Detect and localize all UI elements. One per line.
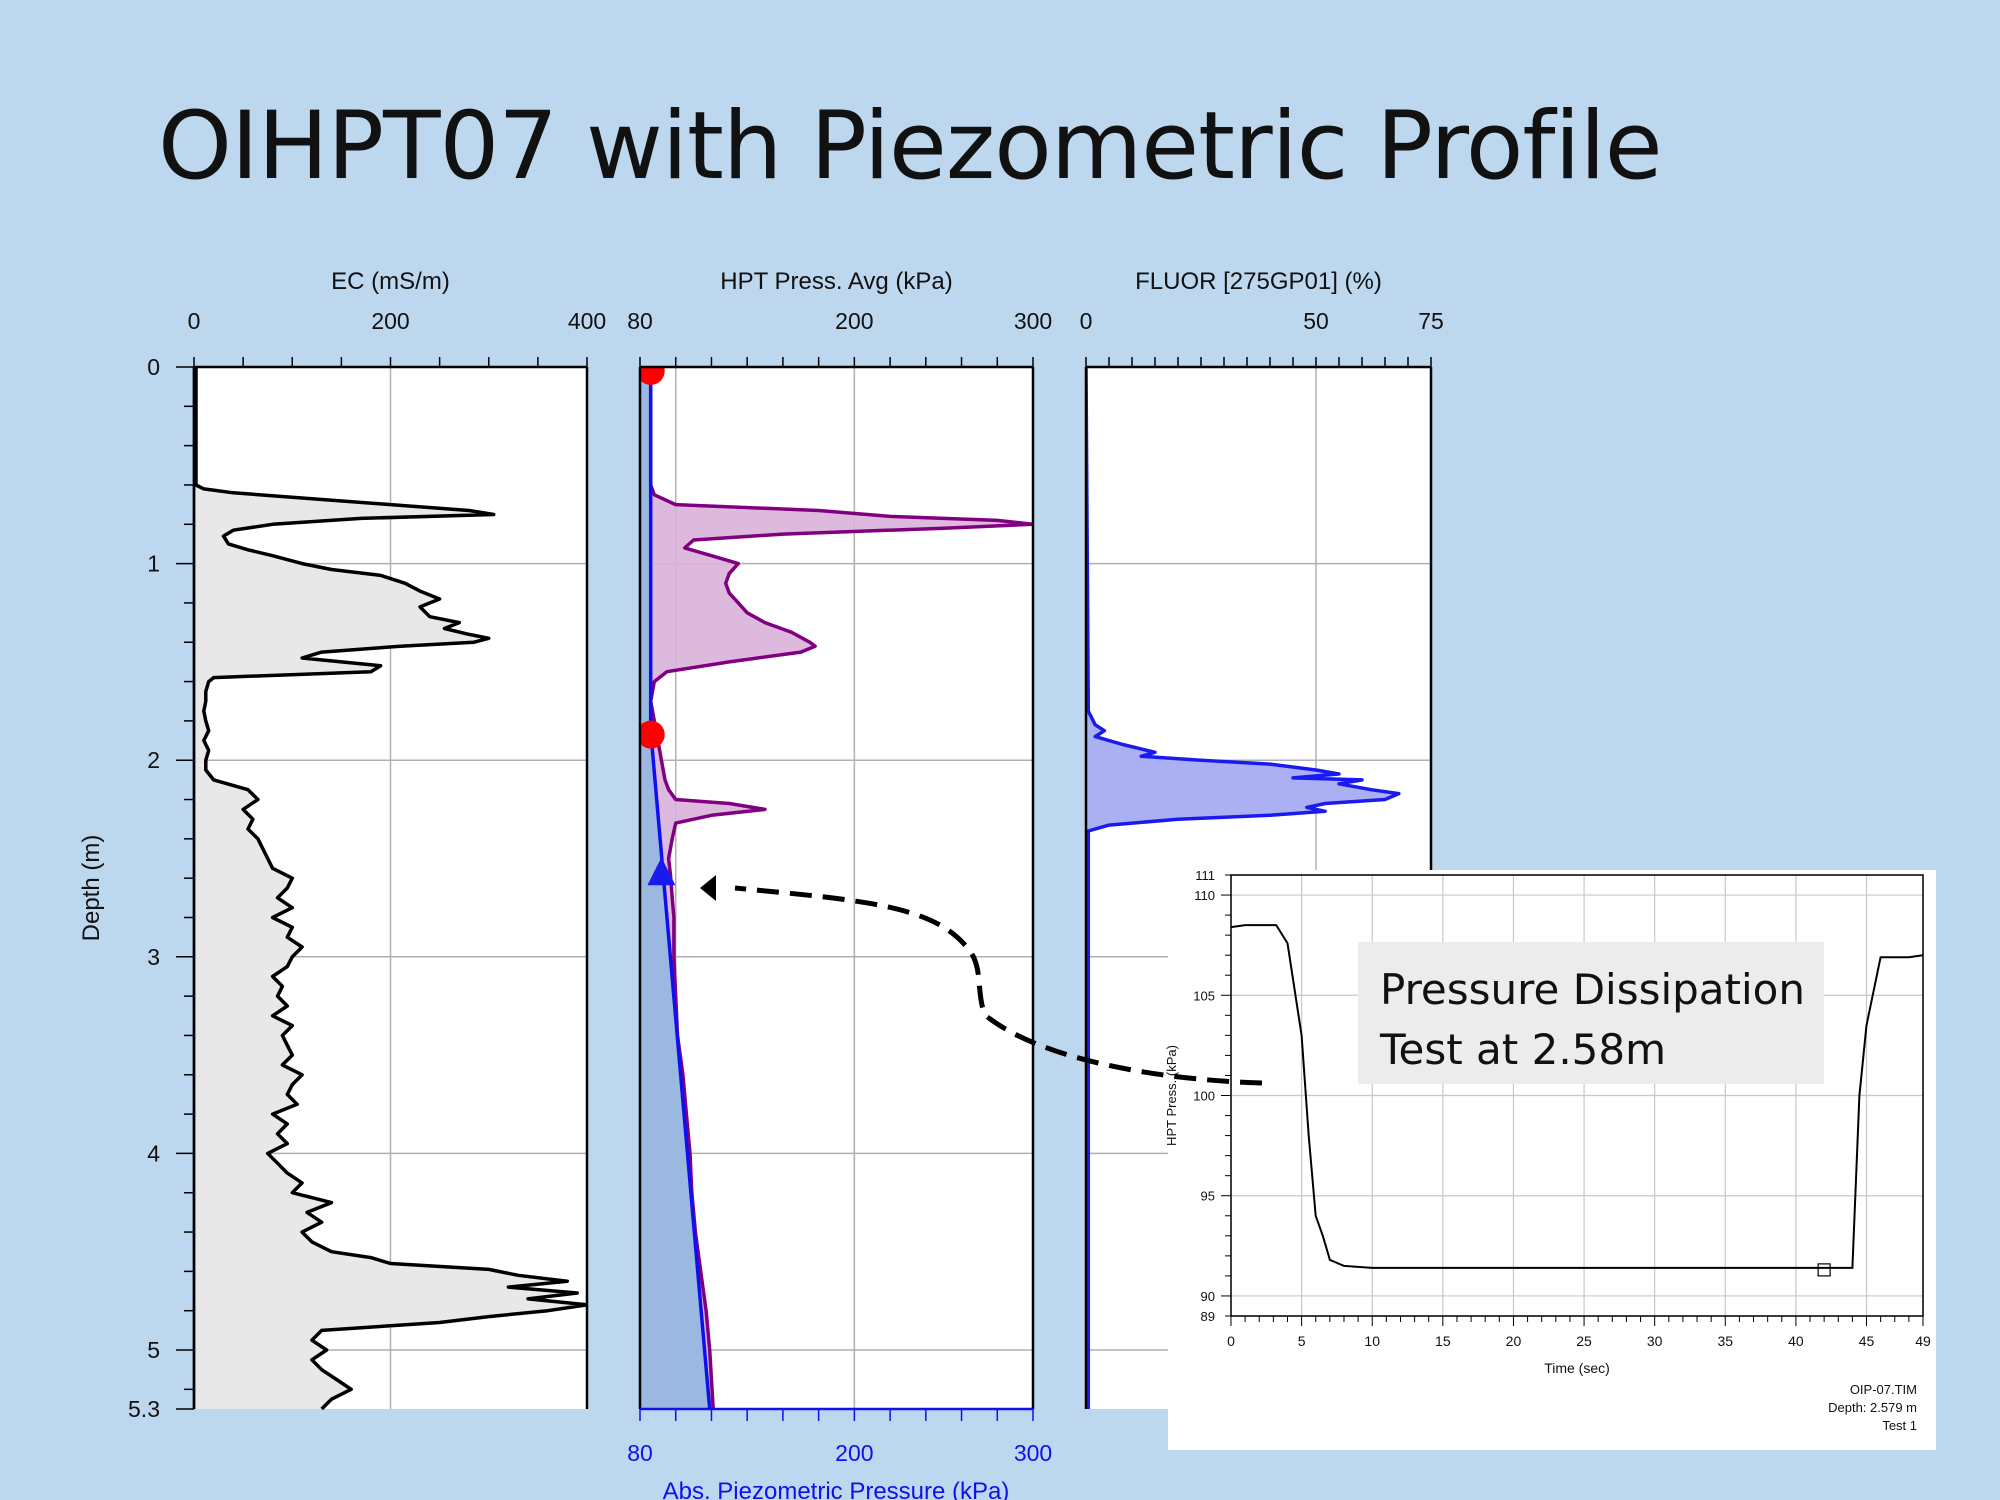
inset-x-tick-label: 35 [1717, 1333, 1733, 1349]
track-title: HPT Press. Avg (kPa) [720, 268, 953, 295]
depth-axis: 0 1 2 3 4 5 5.3 Depth (m) [78, 354, 196, 1422]
inset-x-tick-label: 45 [1859, 1333, 1875, 1349]
depth-tick-label: 0 [147, 354, 160, 380]
inset-info-text: Depth: 2.579 m [1828, 1400, 1917, 1415]
bottom-tick-label: 200 [835, 1440, 873, 1466]
inset-y-tick-label: 90 [1201, 1289, 1215, 1304]
ec-line [194, 367, 587, 1410]
top-tick-label: 0 [1080, 308, 1093, 334]
inset-info-text: Test 1 [1882, 1418, 1917, 1433]
callout-line-2: Test at 2.58m [1380, 1025, 1667, 1074]
hpt-fill-area [650, 367, 1033, 1409]
top-tick-label: 0 [188, 308, 201, 334]
top-tick-label: 400 [568, 308, 606, 334]
callout-line-1: Pressure Dissipation [1380, 965, 1805, 1014]
depth-tick-label: 2 [147, 747, 160, 773]
inset-x-tick-label: 10 [1364, 1333, 1380, 1349]
bottom-tick-label: 80 [627, 1440, 653, 1466]
top-tick-label: 300 [1014, 308, 1052, 334]
track-title: FLUOR [275GP01] (%) [1135, 268, 1382, 295]
inset-square-marker [1817, 1263, 1831, 1277]
track-data [1086, 367, 1401, 1409]
callout-box: Pressure Dissipation Test at 2.58m [1358, 942, 1824, 1084]
top-tick-label: 50 [1303, 308, 1329, 334]
inset-x-tick-label: 40 [1788, 1333, 1804, 1349]
inset-y-tick-label: 89 [1201, 1309, 1215, 1324]
inset-x-tick-label: 30 [1647, 1333, 1663, 1349]
slide-title: OIHPT07 with Piezometric Profile [158, 92, 1663, 201]
callout-arrow [700, 875, 1263, 1086]
fluor-line [1086, 367, 1401, 1409]
bottom-tick-label: 300 [1014, 1440, 1052, 1466]
ec-fill-area [194, 367, 587, 1409]
inset-x-tick-label: 0 [1227, 1333, 1235, 1349]
blue-triangle-marker [647, 857, 676, 886]
inset-x-tick-label: 20 [1506, 1333, 1522, 1349]
depth-tick-label: 5.3 [128, 1396, 160, 1422]
depth-tick-label: 5 [147, 1337, 160, 1363]
depth-tick-label: 4 [147, 1140, 160, 1166]
top-tick-label: 200 [835, 308, 873, 334]
top-tick-label: 80 [627, 308, 653, 334]
inset-y-axis-title: HPT Press. (kPa) [1164, 1045, 1179, 1146]
depth-tick-label: 3 [147, 944, 160, 970]
track-data [194, 367, 587, 1410]
hpt-bottom-axis-title: Abs. Piezometric Pressure (kPa) [663, 1478, 1010, 1500]
track-data [640, 367, 1033, 1410]
track-title: EC (mS/m) [331, 268, 450, 295]
inset-info-text: OIP-07.TIM [1850, 1382, 1917, 1397]
inset-x-tick-label: 5 [1298, 1333, 1306, 1349]
inset-y-tick-label: 105 [1193, 988, 1215, 1003]
inset-y-tick-label: 100 [1193, 1089, 1215, 1104]
red-circle-marker [640, 720, 665, 749]
red-circle-marker [640, 367, 665, 385]
inset-x-axis-title: Time (sec) [1544, 1360, 1610, 1376]
inset-pressure-line [1231, 924, 1923, 1269]
inset-x-tick-label: 25 [1576, 1333, 1592, 1349]
top-tick-label: 75 [1418, 308, 1444, 334]
top-tick-label: 200 [371, 308, 409, 334]
ec-track: 0 200 400 EC (mS/m) [188, 268, 606, 1410]
depth-tick-label: 1 [147, 551, 160, 577]
inset-x-tick-label: 49 [1915, 1333, 1931, 1349]
arrow-head-icon [700, 875, 716, 901]
dashed-arrow-path [734, 885, 1263, 1086]
piezo-fill-area [640, 367, 710, 1409]
inset-data [1231, 924, 1923, 1277]
depth-axis-title: Depth (m) [78, 835, 105, 942]
inset-y-tick-label: 110 [1194, 888, 1215, 903]
inset-x-tick-label: 15 [1435, 1333, 1451, 1349]
inset-y-tick-label: 95 [1201, 1189, 1215, 1204]
inset-y-tick-label: 111 [1195, 868, 1215, 883]
